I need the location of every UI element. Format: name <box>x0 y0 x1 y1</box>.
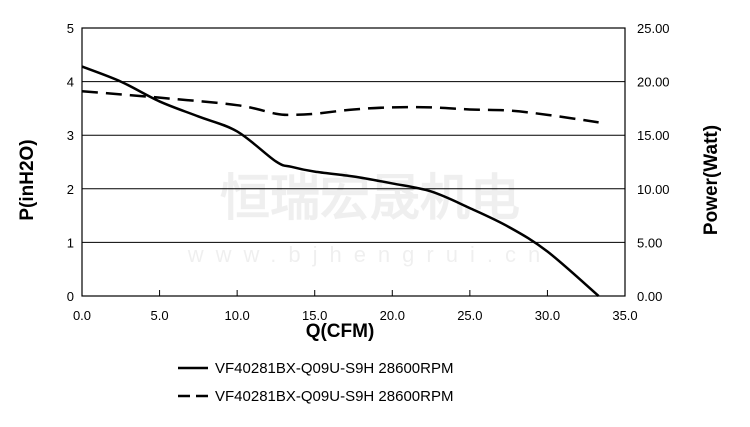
y-tick-label: 4 <box>67 75 74 90</box>
x-tick-label: 5.0 <box>151 308 169 323</box>
y2-tick-label: 5.00 <box>637 235 662 250</box>
x-tick-label: 0.0 <box>73 308 91 323</box>
y2-tick-label: 20.00 <box>637 75 670 90</box>
pressure-curve <box>81 65 600 297</box>
legend-label-1: VF40281BX-Q09U-S9H 28600RPM <box>215 360 453 377</box>
watermark-url: www.bjhengrui.cn <box>187 242 552 267</box>
x-tick-label: 15.0 <box>302 308 327 323</box>
x-tick-label: 35.0 <box>612 308 637 323</box>
legend-label-2: VF40281BX-Q09U-S9H 28600RPM <box>215 388 453 405</box>
y2-tick-label: 10.00 <box>637 182 670 197</box>
y-axis-label: P(inH2O) <box>17 139 38 220</box>
watermark: 恒瑞宏晟机电 www.bjhengrui.cn <box>187 170 552 267</box>
y2-tick-label: 25.00 <box>637 21 670 36</box>
series-group <box>81 65 600 297</box>
y2-axis-label: Power(Watt) <box>701 125 722 235</box>
y2-tick-label: 0.00 <box>637 289 662 304</box>
y-tick-label: 3 <box>67 128 74 143</box>
y2-tick-label: 15.00 <box>637 128 670 143</box>
y-tick-label: 1 <box>67 235 74 250</box>
y-tick-label: 5 <box>67 21 74 36</box>
x-tick-label: 25.0 <box>457 308 482 323</box>
x-axis-label: Q(CFM) <box>306 321 375 342</box>
x-tick-label: 20.0 <box>380 308 405 323</box>
x-tick-label: 30.0 <box>535 308 560 323</box>
y-tick-label: 0 <box>67 289 74 304</box>
y-tick-label: 2 <box>67 182 74 197</box>
plot-frame <box>81 27 626 297</box>
ticks: 0 1 2 3 4 5 0.00 5.00 10.00 15.00 20.00 25.00 0.0 5.0… <box>67 21 670 323</box>
legend: VF40281BX-Q09U-S9H 28600RPM VF40281BX-Q0… <box>178 360 453 405</box>
power-curve <box>81 90 599 124</box>
x-tick-label: 10.0 <box>224 308 249 323</box>
